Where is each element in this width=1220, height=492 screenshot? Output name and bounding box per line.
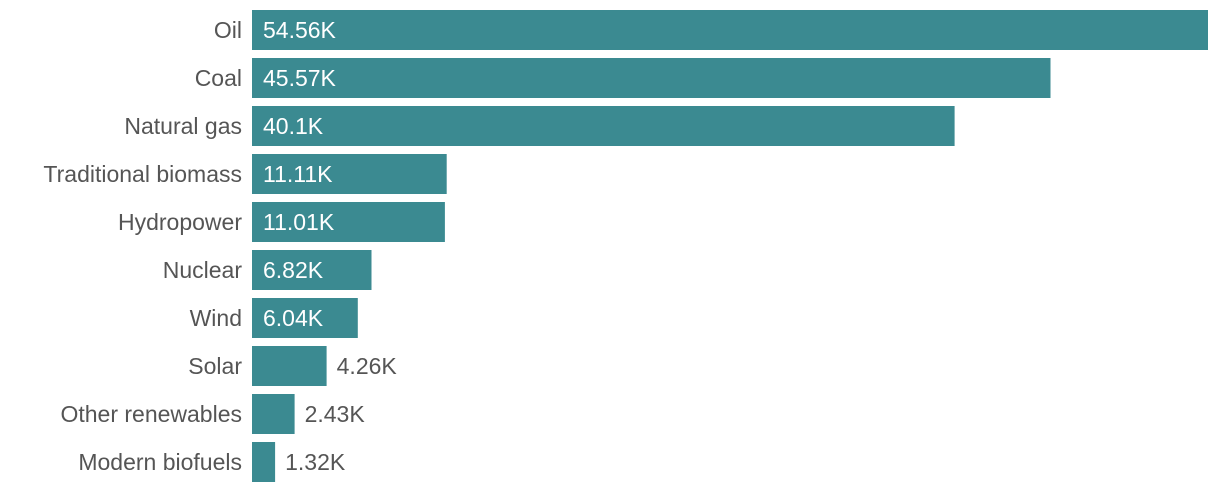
bar-hydropower: [252, 202, 445, 242]
value-label-oil: 54.56K: [263, 17, 337, 43]
bar-coal: [252, 58, 1051, 98]
value-label-hydropower: 11.01K: [263, 209, 335, 235]
category-label-modern-biofuels: Modern biofuels: [78, 449, 242, 475]
value-label-wind: 6.04K: [263, 305, 324, 331]
category-label-traditional-biomass: Traditional biomass: [43, 161, 242, 187]
bar-modern-biofuels: [252, 442, 276, 482]
value-label-solar: 4.26K: [337, 353, 398, 379]
category-label-solar: Solar: [188, 353, 242, 379]
value-label-modern-biofuels: 1.32K: [285, 449, 346, 475]
category-label-natural-gas: Natural gas: [124, 113, 242, 139]
bar-other-renewables: [252, 394, 295, 434]
bar-wind: [252, 298, 358, 338]
category-label-hydropower: Hydropower: [118, 209, 242, 235]
category-label-wind: Wind: [190, 305, 242, 331]
category-label-coal: Coal: [195, 65, 242, 91]
category-label-oil: Oil: [214, 17, 242, 43]
value-label-coal: 45.57K: [263, 65, 337, 91]
value-label-natural-gas: 40.1K: [263, 113, 324, 139]
value-label-other-renewables: 2.43K: [305, 401, 366, 427]
bar-nuclear: [252, 250, 372, 290]
bar-natural-gas: [252, 106, 955, 146]
bar-solar: [252, 346, 327, 386]
value-label-traditional-biomass: 11.11K: [263, 161, 333, 187]
bar-oil: [252, 10, 1208, 50]
category-label-other-renewables: Other renewables: [60, 401, 242, 427]
bar-traditional-biomass: [252, 154, 447, 194]
value-label-nuclear: 6.82K: [263, 257, 324, 283]
category-label-nuclear: Nuclear: [163, 257, 243, 283]
